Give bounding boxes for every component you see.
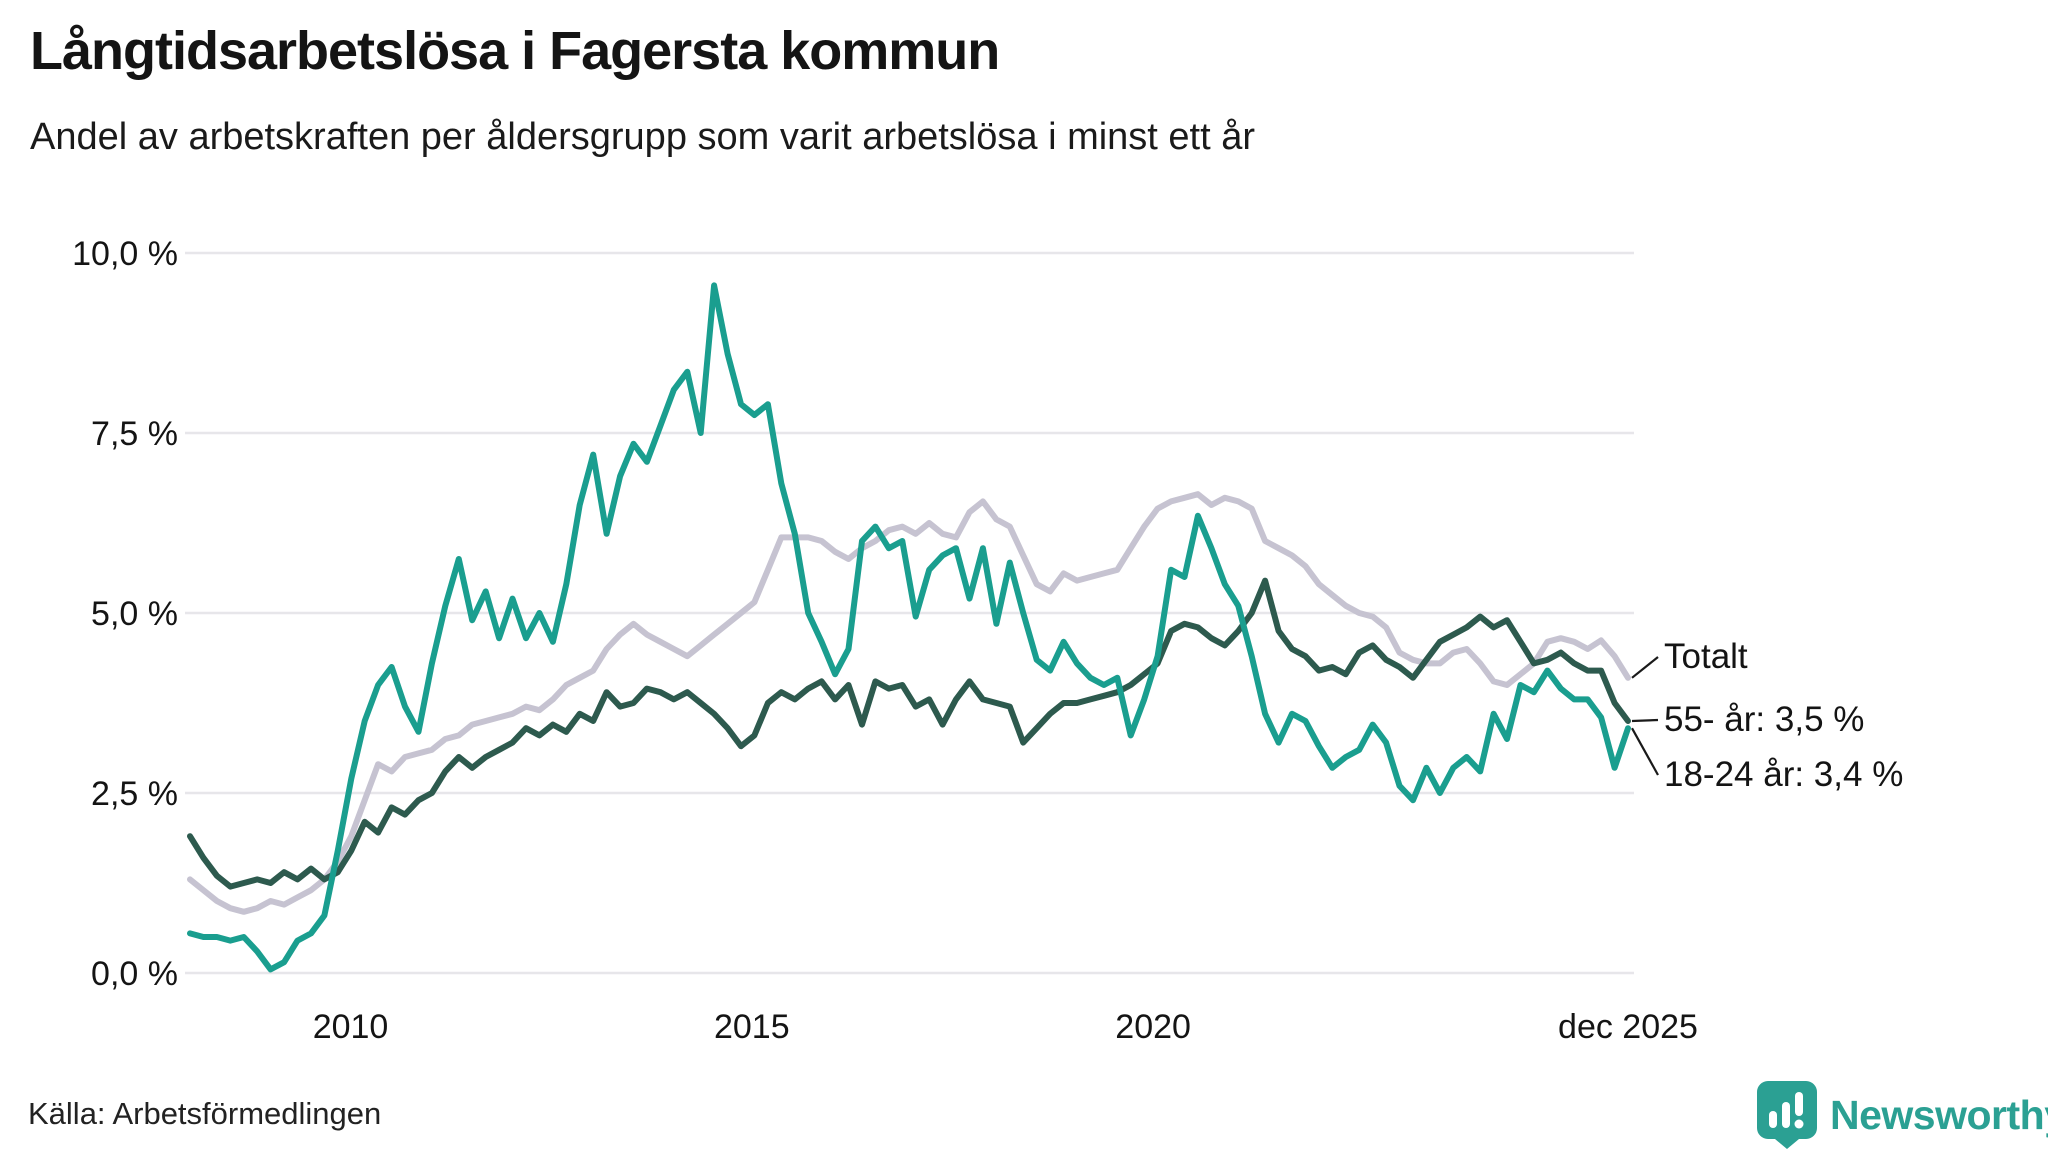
x-tick-label: 2010 xyxy=(313,1008,389,1046)
y-tick-label: 10,0 % xyxy=(72,235,178,273)
end-label-55-plus: 55- år: 3,5 % xyxy=(1664,700,1865,739)
series-line-18-24-r xyxy=(187,282,1631,973)
x-tick-label: 2015 xyxy=(714,1008,790,1046)
x-tick-label: 2020 xyxy=(1115,1008,1191,1046)
y-tick-label: 7,5 % xyxy=(91,415,178,453)
end-label-18-24: 18-24 år: 3,4 % xyxy=(1664,755,1904,794)
series-line-55-r xyxy=(187,577,1631,890)
y-tick-label: 5,0 % xyxy=(91,595,178,633)
leader-line xyxy=(1631,727,1659,776)
y-tick-label: 2,5 % xyxy=(91,775,178,813)
leader-line xyxy=(1631,656,1659,679)
logo-pin-icon xyxy=(1757,1081,1817,1149)
page-title: Långtidsarbetslösa i Fagersta kommun xyxy=(30,21,1000,81)
page-subtitle: Andel av arbetskraften per åldersgrupp s… xyxy=(30,116,1256,158)
logo-wordmark: Newsworthy xyxy=(1830,1091,2048,1138)
end-label-totalt: Totalt xyxy=(1664,637,1748,676)
leader-line xyxy=(1631,718,1659,723)
newsworthy-logo[interactable]: Newsworthy xyxy=(1756,1080,2048,1150)
y-tick-label: 0,0 % xyxy=(91,955,178,993)
x-tick-label: dec 2025 xyxy=(1558,1008,1698,1046)
series-line-totalt xyxy=(187,491,1631,915)
source-text: Källa: Arbetsförmedlingen xyxy=(28,1096,382,1131)
